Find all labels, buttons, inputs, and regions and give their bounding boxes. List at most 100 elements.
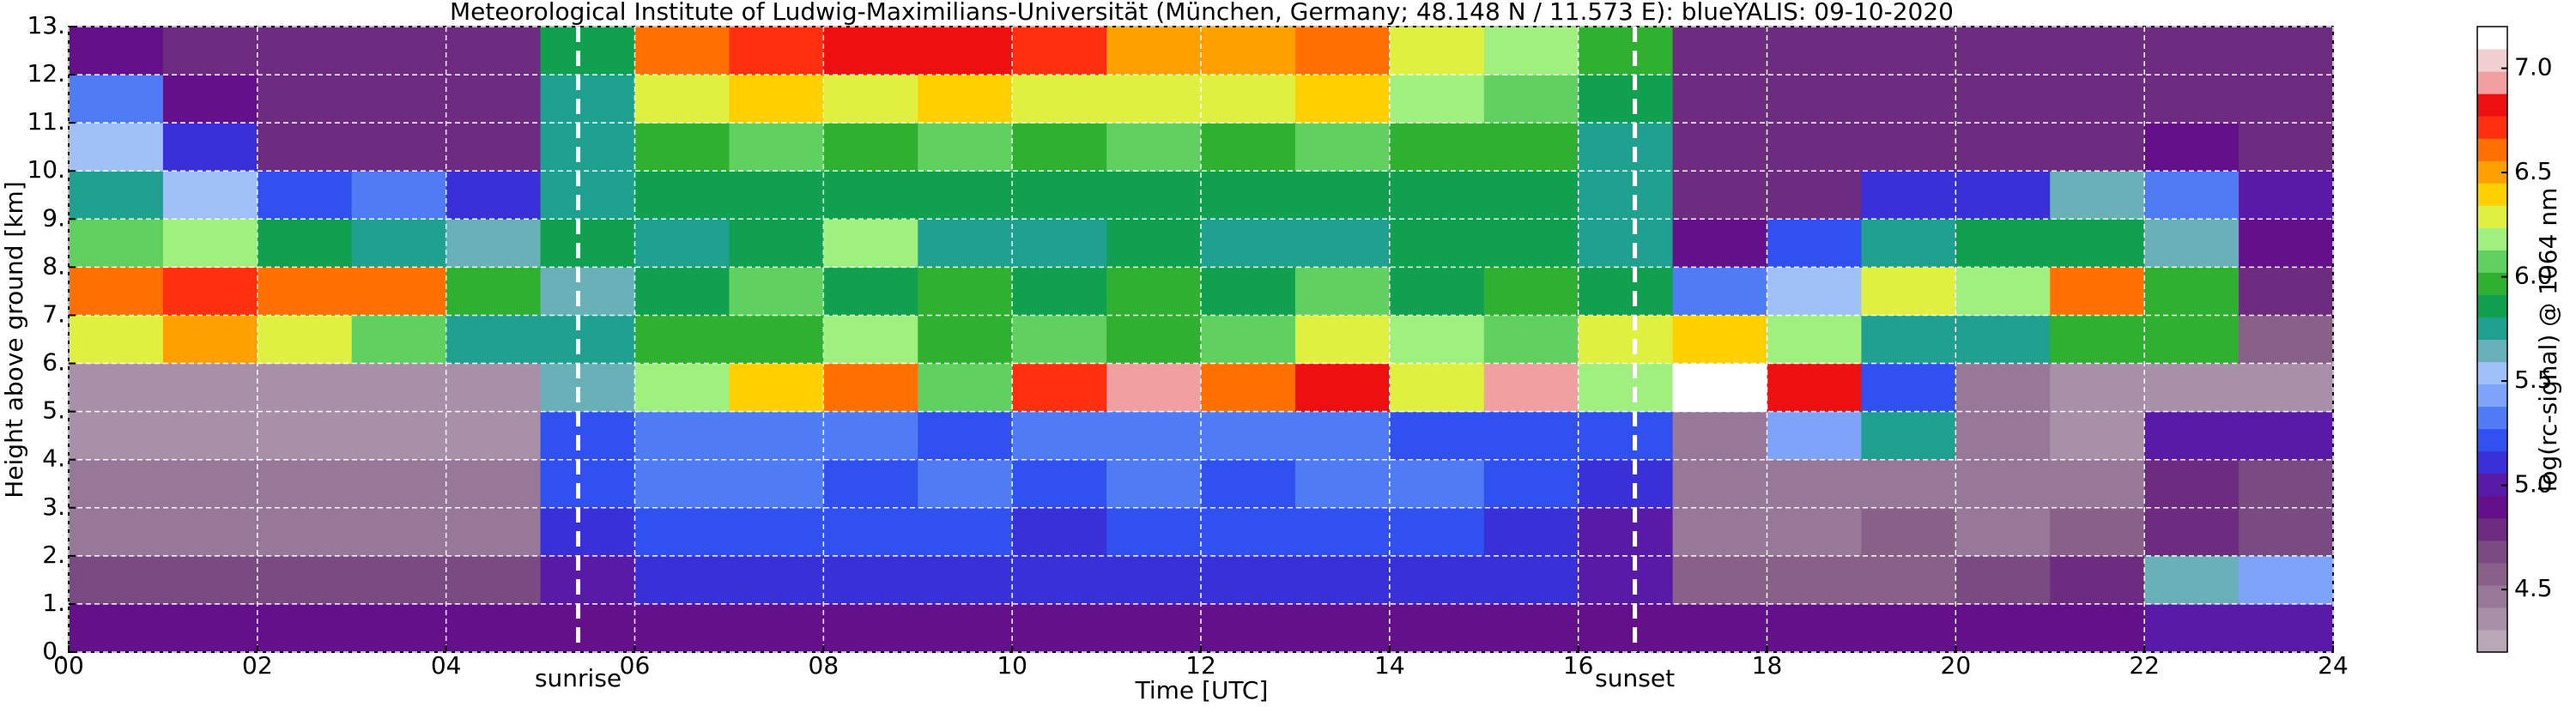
- heatmap-cell: [634, 603, 730, 653]
- heatmap-cell: [1767, 459, 1862, 509]
- heatmap-cell: [1012, 219, 1107, 268]
- heatmap-cell: [1483, 459, 1579, 509]
- heatmap-cell: [445, 171, 542, 220]
- heatmap-cell: [351, 123, 447, 172]
- heatmap-cell: [823, 267, 918, 316]
- colorbar-swatch: [2477, 384, 2507, 408]
- heatmap-cell: [1578, 507, 1674, 557]
- heatmap-cell: [634, 75, 730, 124]
- heatmap-cell: [634, 171, 730, 220]
- heatmap-cell: [823, 507, 918, 557]
- heatmap-cell: [2144, 411, 2240, 461]
- heatmap-cell: [1955, 603, 2051, 653]
- y-tick-label: 9.: [42, 203, 65, 232]
- heatmap-cell: [351, 315, 447, 365]
- x-tick-label: 16: [1563, 651, 1594, 680]
- heatmap-cell: [2050, 507, 2145, 557]
- x-tick-label: 18: [1752, 651, 1783, 680]
- heatmap-cell: [1578, 267, 1674, 316]
- heatmap-cell: [1294, 603, 1391, 653]
- heatmap-cell: [1483, 171, 1579, 220]
- heatmap-cell: [1294, 219, 1391, 268]
- heatmap-cell: [2239, 219, 2334, 268]
- heatmap-cell: [2050, 171, 2145, 220]
- heatmap-cell: [1106, 507, 1202, 557]
- heatmap-cell: [1861, 507, 1956, 557]
- heatmap-cell: [2144, 267, 2240, 316]
- colorbar-swatch: [2477, 317, 2507, 340]
- heatmap-cell: [2239, 459, 2334, 509]
- heatmap-cell: [1483, 27, 1579, 76]
- heatmap-cell: [1672, 267, 1767, 316]
- heatmap-cell: [918, 267, 1013, 316]
- heatmap-cell: [1389, 171, 1485, 220]
- heatmap-cell: [918, 363, 1013, 413]
- heatmap-cell: [257, 555, 353, 605]
- heatmap-cell: [1578, 123, 1674, 172]
- heatmap-cell: [1012, 507, 1107, 557]
- heatmap-cell: [1106, 603, 1202, 653]
- heatmap-cell: [2050, 555, 2145, 605]
- heatmap-cell: [1578, 555, 1674, 605]
- heatmap-cell: [918, 27, 1013, 76]
- heatmap-cell: [634, 363, 730, 413]
- colorbar-swatch: [2477, 71, 2507, 94]
- colorbar-tick-label: 6.5: [2514, 157, 2553, 185]
- heatmap-cell: [1767, 27, 1862, 76]
- heatmap-cell: [445, 603, 542, 653]
- heatmap-cell: [1578, 315, 1674, 365]
- heatmap-cell: [351, 507, 447, 557]
- heatmap-cell: [1672, 555, 1767, 605]
- heatmap-cell: [69, 219, 164, 268]
- heatmap-cell: [1767, 75, 1862, 124]
- colorbar-swatch: [2477, 138, 2507, 161]
- y-tick-label: 5.: [42, 396, 65, 425]
- x-tick-label: 10: [997, 651, 1027, 680]
- heatmap-cell: [1861, 27, 1956, 76]
- heatmap-cell: [1389, 603, 1485, 653]
- heatmap-cell: [729, 123, 824, 172]
- heatmap-cell: [351, 555, 447, 605]
- heatmap-cell: [1106, 315, 1202, 365]
- heatmap-cell: [823, 555, 918, 605]
- heatmap-cell: [1294, 27, 1391, 76]
- heatmap-cell: [1955, 123, 2051, 172]
- heatmap-cell: [1578, 459, 1674, 509]
- heatmap-cell: [1012, 603, 1107, 653]
- heatmap-cell: [823, 603, 918, 653]
- colorbar-swatch: [2477, 584, 2507, 608]
- heatmap-cell: [1294, 315, 1391, 365]
- x-tick-label: 24: [2318, 651, 2349, 680]
- heatmap-cell: [1861, 171, 1956, 220]
- heatmap-cell: [1861, 315, 1956, 365]
- colorbar-swatch: [2477, 272, 2507, 295]
- heatmap-cell: [351, 27, 447, 76]
- heatmap-cell: [1672, 27, 1767, 76]
- heatmap-cell: [1767, 507, 1862, 557]
- heatmap-cell: [729, 555, 824, 605]
- heatmap-cell: [1389, 219, 1485, 268]
- heatmap-cell: [351, 267, 447, 316]
- heatmap-cell: [1861, 123, 1956, 172]
- heatmap-cell: [1294, 75, 1391, 124]
- heatmap-cell: [1012, 171, 1107, 220]
- heatmap-cell: [1672, 507, 1767, 557]
- heatmap-cell: [2144, 315, 2240, 365]
- heatmap-cell: [634, 123, 730, 172]
- heatmap-cell: [1294, 267, 1391, 316]
- heatmap-cell: [445, 219, 542, 268]
- heatmap-cell: [445, 363, 542, 413]
- heatmap-cell: [351, 75, 447, 124]
- y-tick-label: 8.: [42, 251, 65, 280]
- heatmap-cell: [69, 123, 164, 172]
- heatmap-cell: [1767, 171, 1862, 220]
- heatmap-cell: [1106, 123, 1202, 172]
- heatmap-cell: [918, 507, 1013, 557]
- heatmap-cell: [1389, 267, 1485, 316]
- heatmap-cell: [540, 363, 635, 413]
- heatmap-cell: [162, 75, 258, 124]
- heatmap-cell: [1294, 507, 1391, 557]
- heatmap-cell: [1672, 315, 1767, 365]
- heatmap-cell: [1201, 267, 1296, 316]
- heatmap-cell: [729, 411, 824, 461]
